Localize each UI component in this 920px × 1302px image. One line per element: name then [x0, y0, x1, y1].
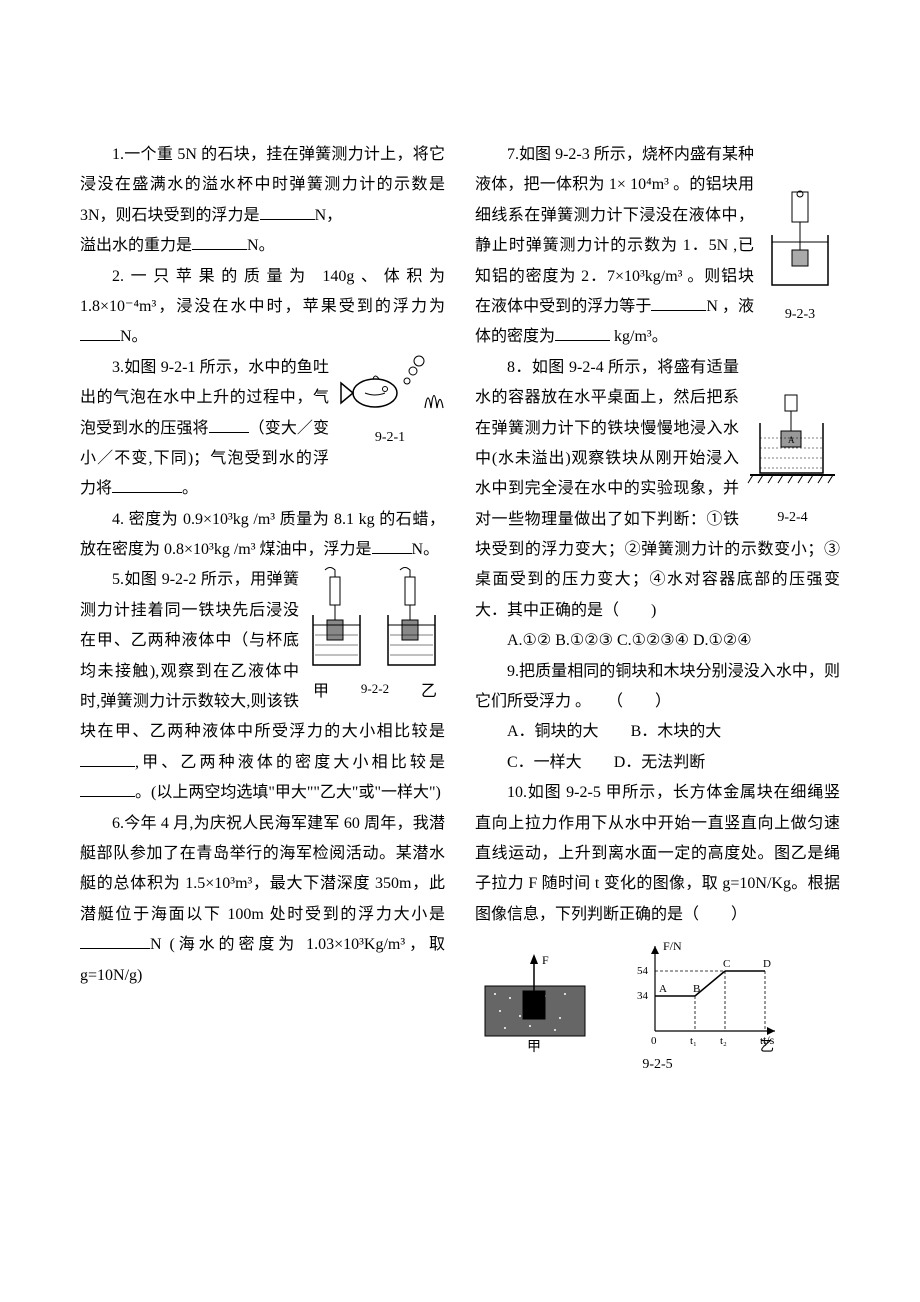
svg-text:0: 0 [651, 1035, 657, 1047]
left-column: 1.一个重 5N 的石块，挂在弹簧测力计上，将它浸没在盛满水的溢水杯中时弹簧测力… [80, 140, 445, 1079]
question-10: 10.如图 9-2-5 甲所示，长方体金属块在细绳竖直向上拉力作用下从水中开始一… [475, 778, 840, 930]
container-table-icon: A [745, 393, 840, 503]
question-2: 2.一只苹果的质量为 140g、体积为 1.8×10⁻⁴m³，浸没在水中时，苹果… [80, 262, 445, 353]
question-4: 4. 密度为 0.9×10³kg /m³ 质量为 8.1 kg 的石蜡，放在密度… [80, 505, 445, 566]
question-3-wrap: 9-2-1 3.如图 9-2-1 所示，水中的鱼吐出的气泡在水中上升的过程中，气… [80, 353, 445, 505]
q10-fig-left-label: 甲 [527, 1040, 541, 1055]
q7-unit-b: kg/m³。 [610, 328, 668, 345]
svg-text:D: D [763, 958, 771, 970]
fig-9-2-3-label: 9-2-3 [760, 302, 840, 329]
figure-9-2-2: 甲 9-2-2 乙 [305, 565, 445, 707]
q4-unit: N。 [412, 541, 440, 558]
q1-blank-2 [192, 234, 247, 250]
q6-blank [80, 933, 150, 949]
svg-text:t₂: t₂ [720, 1035, 727, 1047]
two-column-layout: 1.一个重 5N 的石块，挂在弹簧测力计上，将它浸没在盛满水的溢水杯中时弹簧测力… [80, 140, 840, 1079]
q3-blank-1 [209, 417, 249, 433]
fig-9-2-4-label: 9-2-4 [745, 505, 840, 532]
q2-text-a: 2.一只苹果的质量为 140g、体积为 1.8×10⁻⁴m³，浸没在水中时，苹果… [80, 268, 445, 315]
q3-text-c: 。 [182, 480, 198, 497]
fig-9-2-1-label: 9-2-1 [335, 425, 445, 452]
q5-blank-2 [80, 781, 135, 797]
q9-text-a: 9.把质量相同的铜块和木块分别浸没入水中，则它们所受浮力 。 （ ） [475, 663, 840, 710]
question-5-wrap: 甲 9-2-2 乙 5.如图 9-2-2 所示，用弹簧测力计挂着同一铁块先后浸没… [80, 565, 445, 808]
q2-unit: N。 [120, 328, 148, 345]
q1-unit-a: N， [315, 207, 343, 224]
q10-fig-right-label: 乙 [760, 1039, 774, 1055]
q9-choice-b: B．木块的大 [631, 723, 722, 740]
q9-choices-1: A．铜块的大 B．木块的大 [475, 717, 840, 747]
q5-text-c: 。(以上两空均选填"甲大""乙大"或"一样大") [135, 784, 441, 801]
q8-choice-line: A.①② B.①②③ C.①②③④ D.①②④ [507, 632, 752, 649]
two-beakers-icon [305, 565, 445, 695]
svg-text:B: B [693, 983, 700, 995]
q6-text-a: 6.今年 4 月,为庆祝人民海军建军 60 周年，我潜艇部队参加了在青岛举行的海… [80, 815, 445, 923]
q5-fig-label: 9-2-2 [361, 677, 389, 707]
q9-choice-d: D．无法判断 [614, 754, 706, 771]
q3-blank-2 [112, 477, 182, 493]
q5-text-b: ,甲、乙两种液体的密度大小相比较是 [135, 754, 445, 771]
fig-9-2-5-label: 9-2-5 [475, 1052, 840, 1079]
question-7-wrap: 9-2-3 7.如图 9-2-3 所示，烧杯内盛有某种液体，把一体积为 1× 1… [475, 140, 840, 353]
q2-blank [80, 325, 120, 341]
svg-text:A: A [659, 983, 667, 995]
q5-fig-left: 甲 [313, 677, 329, 707]
q7-blank-2 [555, 325, 610, 341]
figure-9-2-4: A [745, 393, 840, 532]
graph-y-label: F/N [663, 939, 682, 953]
q1-text-b: 溢出水的重力是 [80, 237, 192, 254]
graph-y-54: 54 [637, 965, 649, 977]
question-6: 6.今年 4 月,为庆祝人民海军建军 60 周年，我潜艇部队参加了在青岛举行的海… [80, 809, 445, 991]
fig-9-2-2-labels: 甲 9-2-2 乙 [305, 677, 445, 707]
svg-text:C: C [723, 958, 730, 970]
q1-blank-1 [260, 204, 315, 220]
graph-y-34: 34 [637, 990, 649, 1002]
block-graph-icon: F 甲 F/N t/s [475, 936, 785, 1056]
figure-9-2-1: 9-2-1 [335, 353, 445, 452]
question-1-line2: 溢出水的重力是 N。 [80, 231, 445, 261]
question-1: 1.一个重 5N 的石块，挂在弹簧测力计上，将它浸没在盛满水的溢水杯中时弹簧测力… [80, 140, 445, 231]
q7-blank-1 [651, 295, 706, 311]
figure-9-2-5: F 甲 F/N t/s [475, 936, 840, 1079]
svg-text:A: A [788, 435, 795, 445]
q8-choices: A.①② B.①②③ C.①②③④ D.①②④ [475, 626, 840, 656]
beaker-scale-icon [760, 190, 840, 300]
question-8-wrap: A [475, 353, 840, 627]
q5-blank-1 [80, 751, 135, 767]
svg-text:F: F [542, 953, 549, 967]
fish-bubbles-icon [335, 353, 445, 423]
q1-unit-b: N。 [247, 237, 275, 254]
svg-text:t₁: t₁ [690, 1035, 697, 1047]
q7-text-a: 7.如图 9-2-3 所示，烧杯内盛有某种液体，把一体积为 1× 10⁴m³ 。… [475, 146, 754, 315]
q5-fig-right: 乙 [421, 677, 437, 707]
q10-text-a: 10.如图 9-2-5 甲所示，长方体金属块在细绳竖直向上拉力作用下从水中开始一… [475, 784, 840, 923]
q9-choice-a: A．铜块的大 [507, 723, 599, 740]
q9-choices-2: C．一样大 D．无法判断 [475, 748, 840, 778]
figure-9-2-3: 9-2-3 [760, 190, 840, 329]
question-9: 9.把质量相同的铜块和木块分别浸没入水中，则它们所受浮力 。 （ ） [475, 657, 840, 718]
q9-choice-c: C．一样大 [507, 754, 582, 771]
right-column: 9-2-3 7.如图 9-2-3 所示，烧杯内盛有某种液体，把一体积为 1× 1… [475, 140, 840, 1079]
q4-blank [372, 538, 412, 554]
